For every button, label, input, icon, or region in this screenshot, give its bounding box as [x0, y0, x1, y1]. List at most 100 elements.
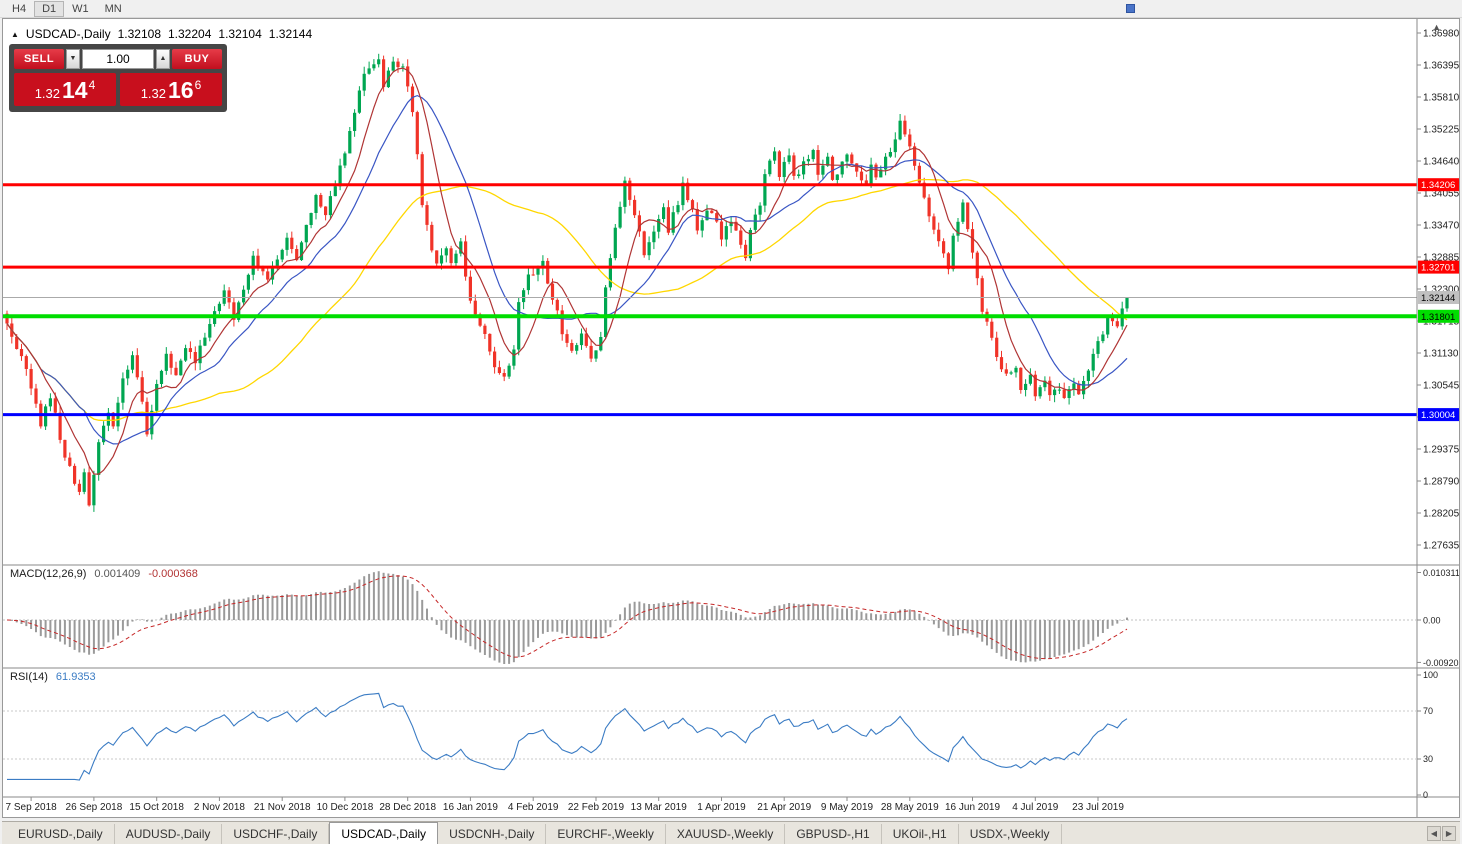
tab-usdcad-daily[interactable]: USDCAD-,Daily: [329, 822, 439, 844]
price-axis-label: 1.31130: [1423, 349, 1459, 360]
date-axis-label: 21 Apr 2019: [757, 802, 811, 813]
price-axis-label: 1.34640: [1423, 157, 1459, 168]
axis-scroll-up-icon[interactable]: ▲: [1432, 22, 1441, 32]
date-axis-label: 1 Apr 2019: [697, 802, 746, 813]
price-axis-label: 1.29375: [1423, 445, 1459, 456]
level-price-badge: 1.34206: [1418, 178, 1459, 191]
date-axis-label: 22 Feb 2019: [568, 802, 625, 813]
price-chart-canvas[interactable]: 1.36980 1.36395 1.35810 1.35225 1.34640 1.340…: [3, 19, 1459, 817]
chart-tabs-bar: EURUSD-,Daily AUDUSD-,Daily USDCHF-,Dail…: [2, 821, 1460, 844]
tabs-scroll-left-button[interactable]: ◀: [1427, 826, 1441, 841]
rsi-axis-label: 70: [1423, 706, 1433, 716]
volume-decrease-button[interactable]: ▼: [66, 49, 80, 69]
date-axis-label: 16 Jun 2019: [945, 802, 1000, 813]
date-axis-label: 16 Jan 2019: [443, 802, 498, 813]
time-axis[interactable]: 7 Sep 2018 26 Sep 2018 15 Oct 2018 2 Nov 20…: [6, 797, 1125, 813]
macd-axis-label: -0.009203: [1423, 658, 1459, 668]
ohlc-open-value: 1.32108: [117, 27, 161, 41]
date-axis-label: 28 Dec 2018: [379, 802, 436, 813]
svg-text:1.32144: 1.32144: [1421, 293, 1455, 304]
timeframe-mn-button[interactable]: MN: [104, 2, 122, 15]
sell-price-sup: 4: [88, 78, 96, 92]
macd-label: MACD(12,26,9) 0.001409 -0.000368: [10, 568, 198, 580]
date-axis-label: 4 Jul 2019: [1012, 802, 1059, 813]
title-arrow-icon: ▲: [11, 29, 19, 39]
price-axis-label: 1.36395: [1423, 61, 1459, 72]
tab-usdx-weekly[interactable]: USDX-,Weekly: [959, 824, 1062, 844]
tab-scroll-arrows: ◀ ▶: [1427, 826, 1460, 844]
level-price-badge: 1.30004: [1418, 408, 1459, 422]
rsi-axis-label: 30: [1423, 754, 1433, 764]
timeframe-w1-button[interactable]: W1: [72, 2, 89, 15]
timeframe-toolbar: H4 D1 W1 MN: [0, 0, 1462, 18]
sell-price-main: 1.32: [34, 86, 61, 101]
svg-text:1.32701: 1.32701: [1421, 263, 1455, 274]
price-axis-label: 1.27635: [1423, 541, 1459, 552]
ohlc-close-value: 1.32144: [268, 27, 313, 41]
price-axis-label: 1.28790: [1423, 477, 1459, 488]
macd-histogram: [10, 571, 1128, 664]
ohlc-low-value: 1.32104: [218, 27, 262, 41]
price-axis-label: 1.35225: [1423, 125, 1459, 136]
tab-usdchf-daily[interactable]: USDCHF-,Daily: [222, 824, 330, 844]
rsi-axis-label: 100: [1423, 670, 1438, 680]
macd-signal-line: [6, 575, 1128, 660]
ma-mid-line: [6, 94, 1128, 445]
price-axis-label: 1.34055: [1423, 189, 1459, 200]
price-axis-label: 1.28205: [1423, 509, 1459, 520]
date-axis-label: 4 Feb 2019: [508, 802, 559, 813]
price-axis[interactable]: 1.36980 1.36395 1.35810 1.35225 1.34640 1.340…: [1417, 29, 1459, 552]
tab-xauusd-weekly[interactable]: XAUUSD-,Weekly: [666, 824, 786, 844]
buy-price-display[interactable]: 1.32 16 6: [120, 73, 222, 106]
buy-price-sup: 6: [194, 78, 202, 92]
chart-window: 1.36980 1.36395 1.35810 1.35225 1.34640 1.340…: [2, 18, 1460, 818]
chart-title: ▲ USDCAD-,Daily 1.32108 1.32204 1.32104 …: [11, 27, 312, 41]
date-axis-label: 7 Sep 2018: [6, 802, 58, 813]
volume-increase-button[interactable]: ▲: [156, 49, 170, 69]
date-axis-label: 26 Sep 2018: [66, 802, 123, 813]
price-axis-label: 1.32885: [1423, 253, 1459, 264]
candles-layer: [5, 53, 1129, 512]
volume-input[interactable]: [82, 49, 154, 69]
timeframe-h4-button[interactable]: H4: [12, 2, 27, 15]
svg-text:1.30004: 1.30004: [1421, 410, 1455, 421]
chart-marker-icon: [1126, 4, 1135, 13]
tab-eurusd-daily[interactable]: EURUSD-,Daily: [7, 824, 115, 844]
timeframe-d1-button[interactable]: D1: [34, 0, 65, 17]
current-price-badge: 1.32144: [1418, 291, 1459, 304]
rsi-label: RSI(14) 61.9353: [10, 671, 96, 683]
macd-axis-label: 0.00: [1423, 616, 1441, 626]
buy-button[interactable]: BUY: [172, 49, 222, 69]
buy-price-big: 16: [168, 77, 194, 103]
price-axis-label: 1.35810: [1423, 93, 1459, 104]
date-axis-label: 28 May 2019: [881, 802, 939, 813]
date-axis-label: 10 Dec 2018: [317, 802, 374, 813]
tab-ukoil-h1[interactable]: UKOil-,H1: [882, 824, 959, 844]
buy-price-main: 1.32: [140, 86, 167, 101]
tab-usdcnh-daily[interactable]: USDCNH-,Daily: [438, 824, 547, 844]
date-axis-label: 15 Oct 2018: [129, 802, 184, 813]
rsi-axis-label: 0: [1423, 790, 1428, 800]
svg-text:1.31801: 1.31801: [1421, 312, 1455, 323]
sell-price-display[interactable]: 1.32 14 4: [14, 73, 116, 106]
date-axis-label: 21 Nov 2018: [254, 802, 311, 813]
price-axis-label: 1.30545: [1423, 381, 1459, 392]
sell-button[interactable]: SELL: [14, 49, 64, 69]
ma-slow-line: [6, 178, 1128, 422]
tab-eurchf-weekly[interactable]: EURCHF-,Weekly: [546, 824, 666, 844]
price-axis-label: 1.32300: [1423, 285, 1459, 296]
price-axis-label: 1.36980: [1423, 29, 1459, 40]
tabs-scroll-right-button[interactable]: ▶: [1442, 826, 1456, 841]
date-axis-label: 2 Nov 2018: [194, 802, 246, 813]
tab-gbpusd-h1[interactable]: GBPUSD-,H1: [785, 824, 882, 844]
sell-price-big: 14: [62, 77, 88, 103]
price-axis-label: 1.33470: [1423, 221, 1459, 232]
date-axis-label: 23 Jul 2019: [1072, 802, 1124, 813]
chart-symbol-label: USDCAD-,Daily: [25, 27, 111, 41]
level-price-badge: 1.31801: [1418, 309, 1459, 323]
date-axis-label: 9 May 2019: [821, 802, 874, 813]
svg-text:1.34206: 1.34206: [1421, 180, 1455, 191]
macd-axis-label: 0.010311: [1423, 568, 1459, 578]
tab-audusd-daily[interactable]: AUDUSD-,Daily: [115, 824, 223, 844]
